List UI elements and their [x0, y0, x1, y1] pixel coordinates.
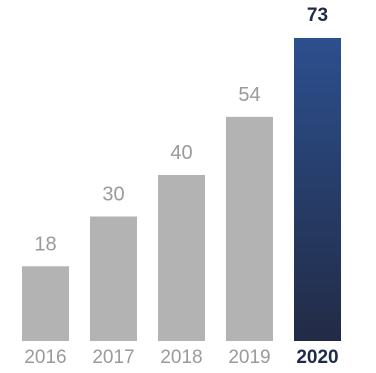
- bar-2017: [90, 216, 137, 341]
- tick-label-2019: 2019: [228, 347, 270, 368]
- value-label-2017: 30: [102, 183, 124, 205]
- value-labels-group: 18 30 40 54 73: [34, 5, 328, 255]
- bar-2016: [22, 266, 69, 341]
- bar-2019: [226, 116, 273, 342]
- value-label-2019: 54: [238, 84, 260, 106]
- value-label-2020: 73: [307, 5, 328, 26]
- tick-label-2020: 2020: [296, 347, 338, 368]
- tick-label-2016: 2016: [24, 347, 66, 368]
- bar-2018: [158, 174, 205, 341]
- x-axis-tick-labels: 2016 2017 2018 2019 2020: [24, 347, 338, 368]
- bar-2020: [294, 38, 341, 341]
- value-label-2016: 18: [34, 233, 56, 255]
- tick-label-2018: 2018: [160, 347, 202, 368]
- bars-group: [22, 38, 341, 342]
- value-label-2018: 40: [170, 142, 192, 164]
- tick-label-2017: 2017: [92, 347, 134, 368]
